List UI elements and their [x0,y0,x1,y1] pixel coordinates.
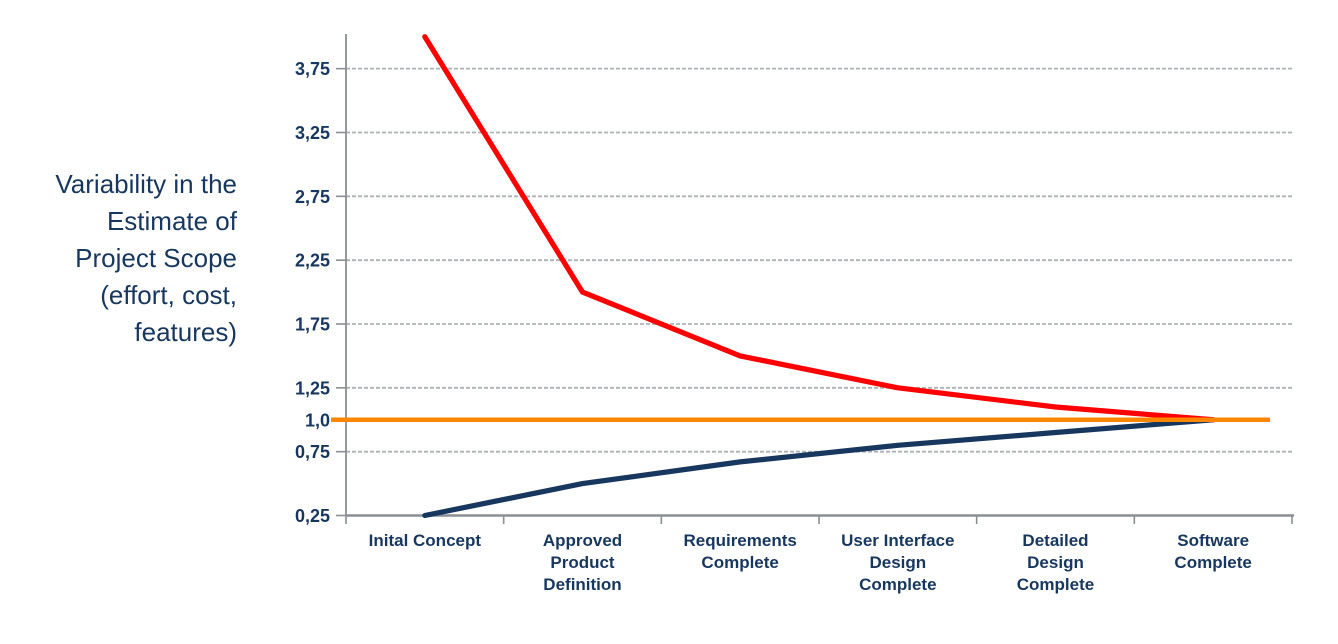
lower-estimate-line [422,417,1216,519]
y-tick-label: 0,25 [295,506,330,526]
y-tick-label: 3,25 [295,123,330,143]
x-category-label: Approved Product Definition [543,531,622,594]
upper-estimate-line [422,34,1216,423]
y-axis-title: Variability in the Estimate of Project S… [55,169,237,347]
x-category-label: User Interface Design Complete [841,531,954,594]
x-category-label: Detailed Design Complete [1017,531,1094,594]
x-category-label: Requirements Complete [683,531,796,572]
y-tick-label: 2,75 [295,187,330,207]
y-tick-label: 3,75 [295,59,330,79]
y-tick-label: 0,75 [295,442,330,462]
y-tick-label: 1,0 [305,410,330,430]
x-category-label: Inital Concept [369,531,482,550]
y-tick-label: 1,25 [295,378,330,398]
y-tick-label: 2,25 [295,251,330,271]
x-category-label: Software Complete [1174,531,1251,572]
y-tick-label: 1,75 [295,314,330,334]
